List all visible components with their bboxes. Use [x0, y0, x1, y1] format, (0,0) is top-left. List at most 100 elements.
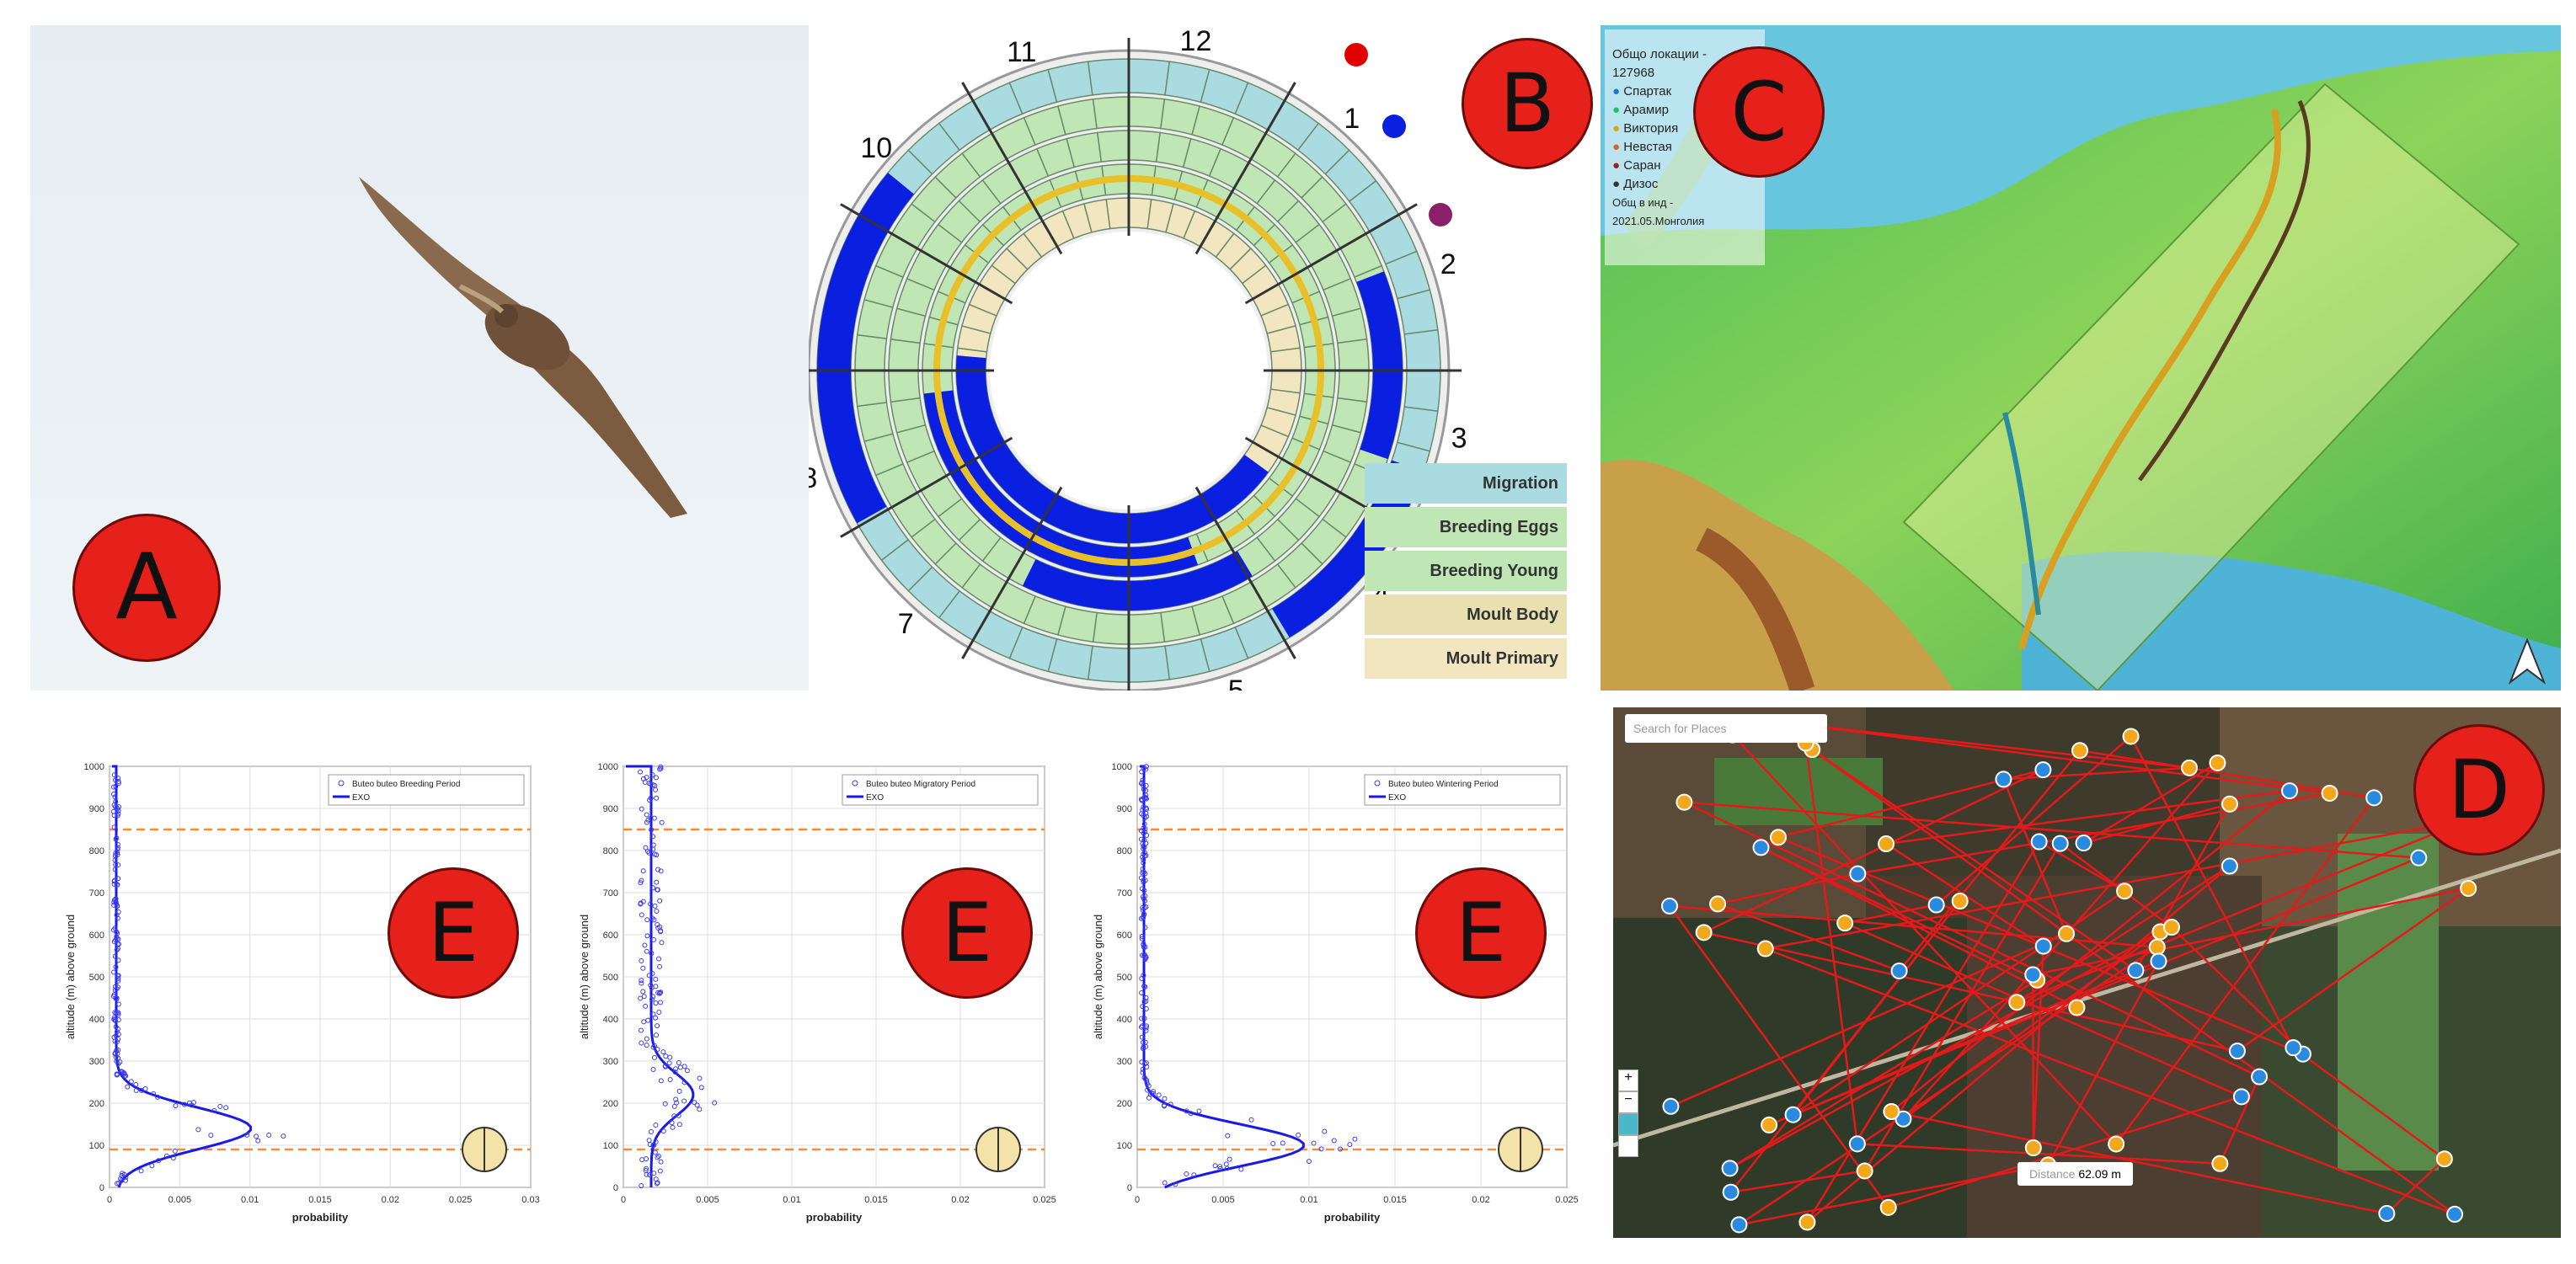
data-point — [1248, 1117, 1254, 1123]
data-point — [667, 1054, 673, 1060]
y-tick-label: 900 — [89, 804, 104, 814]
y-tick-label: 400 — [89, 1015, 104, 1025]
clock-hour-label: 12 — [1180, 25, 1212, 57]
data-point — [1140, 1039, 1146, 1045]
track-segment — [1885, 789, 2290, 845]
data-point — [281, 1133, 286, 1139]
data-point — [671, 1103, 677, 1109]
data-point — [115, 808, 121, 813]
data-point — [1140, 893, 1146, 899]
map-legend-item: ● Виктория — [1612, 121, 1679, 136]
clock-cell — [1096, 130, 1130, 163]
data-point — [173, 1103, 179, 1109]
x-tick-label: 0.03 — [521, 1195, 539, 1205]
data-point — [156, 1158, 162, 1164]
data-point — [654, 1032, 660, 1038]
data-point — [1139, 1034, 1145, 1040]
zoom-out-button[interactable]: − — [1618, 1091, 1638, 1113]
x-axis-label: probability — [1324, 1211, 1381, 1224]
data-point — [652, 1149, 658, 1155]
search-placeholder: Search for Places — [1633, 722, 1727, 735]
data-point — [644, 1036, 649, 1042]
clock-cell — [1128, 645, 1171, 683]
fix-marker-blue — [1995, 771, 2012, 788]
data-point — [110, 792, 116, 797]
y-axis-label: altitude (m) above ground — [64, 915, 77, 1039]
y-tick-label: 700 — [89, 888, 104, 899]
data-point — [120, 1171, 126, 1176]
data-point — [1141, 850, 1147, 856]
track-segment — [2171, 926, 2304, 1055]
data-point — [658, 1159, 664, 1165]
map-legend-item: ● Спартак — [1612, 84, 1672, 99]
legend-fit-label: EXO — [352, 793, 370, 803]
data-point — [649, 1128, 655, 1134]
map-legend-item: ● Саран — [1612, 158, 1661, 173]
data-point — [113, 1018, 119, 1024]
track-segment — [2016, 819, 2470, 1004]
fix-marker-blue — [1927, 896, 1945, 914]
data-point — [645, 1017, 651, 1023]
fix-marker-blue — [1662, 1097, 1680, 1115]
clock-cell — [1092, 611, 1130, 645]
track-segment — [2003, 766, 2190, 781]
data-point — [1212, 1163, 1218, 1169]
x-tick-label: 0.025 — [1033, 1195, 1056, 1205]
clock-blue-segment — [1022, 551, 1253, 611]
x-tick-label: 0.005 — [168, 1195, 192, 1205]
x-tick-label: 0.02 — [382, 1195, 399, 1205]
data-point — [195, 1127, 201, 1133]
track-segment — [1670, 932, 2067, 1107]
data-point — [1142, 898, 1148, 904]
fix-marker-blue — [1784, 1106, 1802, 1123]
fix-marker-blue — [1730, 1216, 1748, 1234]
panel-migration-map: Общо локации - 127968 ● Спартак ● Арамир ●… — [1601, 25, 2561, 691]
legend-fit-label: EXO — [866, 793, 884, 803]
y-tick-label: 600 — [603, 931, 618, 941]
data-point — [639, 912, 644, 918]
fix-marker-blue — [2127, 962, 2145, 979]
data-point — [1143, 1025, 1149, 1031]
track-segment — [1717, 872, 1858, 905]
data-point — [649, 827, 655, 833]
clock-blue-segment — [817, 173, 914, 524]
zoom-in-button[interactable]: + — [1618, 1069, 1638, 1091]
data-point — [1140, 870, 1146, 876]
data-point — [643, 845, 649, 851]
data-point — [1142, 853, 1148, 859]
data-point — [1139, 933, 1145, 939]
x-tick-label: 0.01 — [783, 1195, 800, 1205]
fix-marker-orange — [2122, 728, 2140, 745]
data-point — [667, 1076, 673, 1082]
data-point — [655, 887, 660, 893]
measure-button[interactable] — [1618, 1135, 1638, 1157]
label-c-badge: C — [1693, 46, 1825, 178]
data-point — [1141, 999, 1147, 1005]
data-point — [655, 1047, 660, 1053]
fix-marker-orange — [2071, 742, 2089, 760]
fix-marker-orange — [2148, 938, 2166, 956]
x-tick-label: 0.025 — [1555, 1195, 1579, 1205]
data-point — [266, 1132, 272, 1138]
fix-marker-orange — [1879, 1198, 1897, 1216]
label-b-badge: B — [1462, 38, 1593, 169]
clock-hour-tick — [1194, 82, 1296, 255]
track-segment — [1703, 768, 2044, 934]
data-point — [123, 1177, 129, 1183]
data-point — [653, 1122, 659, 1128]
data-point — [666, 1060, 672, 1066]
layer-button[interactable] — [1618, 1113, 1638, 1135]
data-point — [1142, 925, 1148, 931]
data-point — [658, 1000, 664, 1005]
x-tick-label: 0.025 — [449, 1195, 473, 1205]
data-point — [645, 849, 651, 855]
clock-cell — [1160, 605, 1201, 643]
x-tick-label: 0.015 — [308, 1195, 332, 1205]
data-point — [115, 909, 121, 915]
search-box[interactable]: Search for Places — [1625, 714, 1827, 743]
x-tick-label: 0 — [621, 1195, 626, 1205]
fix-marker-blue — [1752, 839, 1770, 856]
y-axis-label: altitude (m) above ground — [578, 915, 591, 1039]
data-point — [697, 1075, 703, 1081]
clock-cell — [1337, 370, 1370, 403]
